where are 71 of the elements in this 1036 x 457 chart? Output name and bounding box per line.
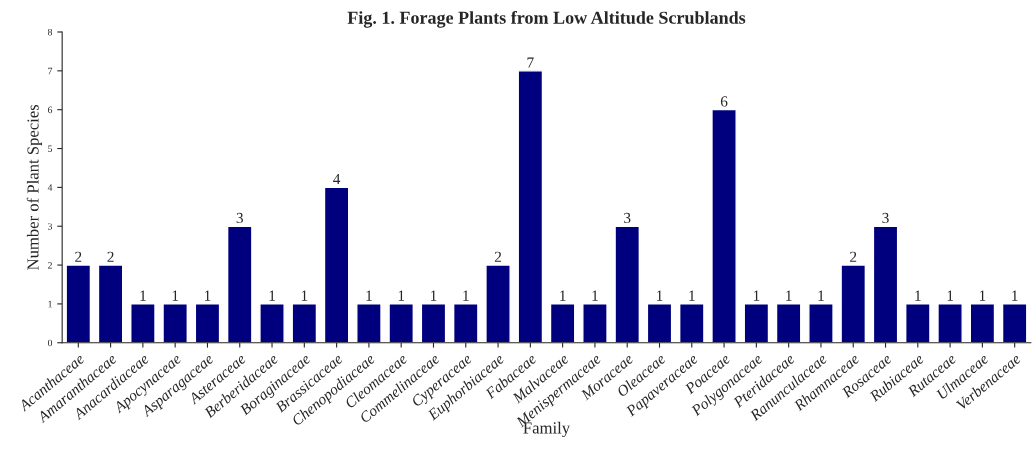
data-label: 1 <box>689 290 695 301</box>
data-label: 3 <box>236 212 243 224</box>
bar <box>937 303 963 343</box>
data-label: 1 <box>979 290 986 301</box>
bar <box>65 264 92 343</box>
bar <box>130 303 156 343</box>
data-label: 1 <box>463 290 469 301</box>
bar <box>388 303 414 343</box>
bar <box>259 303 285 343</box>
data-label: 1 <box>301 290 308 301</box>
bar <box>162 303 188 343</box>
chart-title: Fig. 1. Forage Plants from Low Altitude Scrublands <box>347 10 746 28</box>
bar <box>485 264 511 343</box>
data-label: 1 <box>172 290 179 301</box>
bar <box>808 303 834 343</box>
data-label: 3 <box>882 212 889 224</box>
data-label: 2 <box>494 251 502 262</box>
data-label: 2 <box>75 251 82 262</box>
data-label: 6 <box>720 96 728 107</box>
bar <box>226 225 253 343</box>
bar <box>356 303 382 343</box>
data-label: 1 <box>753 290 760 301</box>
y-tick-label: 3 <box>48 223 53 230</box>
bar <box>840 264 867 343</box>
y-tick-label: 5 <box>48 145 53 152</box>
data-label: 1 <box>366 290 372 301</box>
y-tick-label: 7 <box>48 67 53 75</box>
bar <box>1001 303 1028 343</box>
data-label: 1 <box>915 290 921 301</box>
y-axis-title: Number of Plant Species <box>26 104 43 270</box>
bar <box>97 264 124 343</box>
bar <box>549 303 576 343</box>
bar <box>711 108 737 343</box>
data-label: 1 <box>657 290 663 301</box>
data-label: 1 <box>204 290 211 301</box>
bar <box>614 225 641 343</box>
bar <box>582 303 608 343</box>
y-tick-label: 2 <box>48 262 52 269</box>
data-label: 1 <box>140 290 146 301</box>
bar <box>420 303 447 343</box>
data-label: 1 <box>1012 290 1018 301</box>
bar <box>452 303 479 343</box>
data-label: 1 <box>818 290 824 301</box>
data-label: 1 <box>560 290 566 301</box>
data-label: 1 <box>431 290 437 301</box>
bar <box>905 303 931 343</box>
y-tick-label: 1 <box>48 300 52 308</box>
data-label: 1 <box>269 290 275 301</box>
bar <box>323 186 350 343</box>
bar <box>646 303 673 343</box>
y-tick-label: 8 <box>47 28 53 36</box>
data-label: 2 <box>850 251 857 262</box>
data-label: 2 <box>107 251 114 262</box>
data-label: 1 <box>947 290 953 301</box>
bar <box>743 303 770 343</box>
y-tick-label: 0 <box>47 339 53 347</box>
y-tick-label: 4 <box>47 184 53 191</box>
bar <box>291 303 318 343</box>
data-label: 7 <box>527 57 534 68</box>
data-label: 4 <box>333 174 341 185</box>
y-tick-label: 6 <box>47 106 53 114</box>
data-label: 1 <box>592 290 598 301</box>
data-label: 3 <box>624 212 631 224</box>
data-label: 1 <box>786 290 792 301</box>
bar <box>775 303 802 343</box>
data-label: 1 <box>398 290 405 301</box>
bar <box>517 70 544 343</box>
bar <box>872 225 899 343</box>
bar <box>194 303 221 343</box>
bar <box>678 303 705 343</box>
bar <box>969 303 996 343</box>
